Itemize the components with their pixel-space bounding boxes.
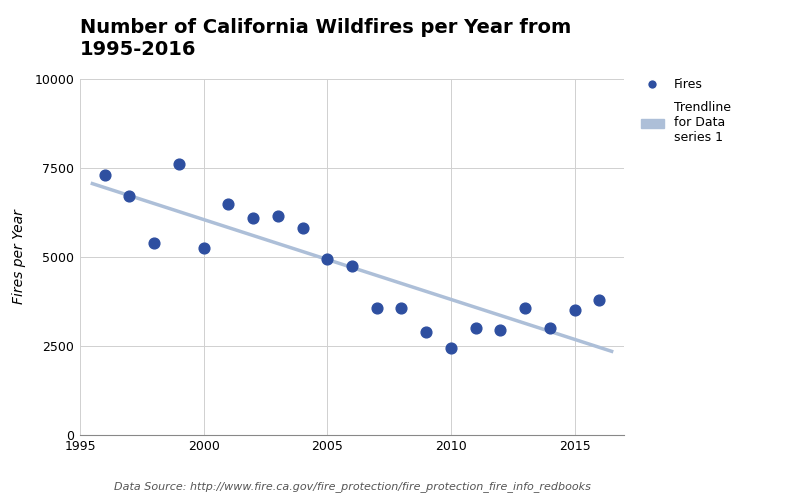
Point: [321, 255, 334, 263]
Point: [370, 304, 383, 312]
Point: [543, 324, 556, 332]
Point: [173, 161, 186, 168]
Point: [593, 295, 606, 303]
Point: [123, 193, 136, 201]
Text: Data Source: http://www.fire.ca.gov/fire_protection/fire_protection_fire_info_re: Data Source: http://www.fire.ca.gov/fire…: [114, 481, 590, 492]
Point: [222, 200, 234, 207]
Point: [568, 306, 581, 314]
Point: [98, 171, 111, 179]
Point: [518, 304, 531, 312]
Y-axis label: Fires per Year: Fires per Year: [12, 209, 26, 304]
Point: [470, 324, 482, 332]
Point: [346, 262, 358, 270]
Point: [494, 326, 506, 334]
Point: [271, 212, 284, 220]
Legend: Fires, Trendline
for Data
series 1: Fires, Trendline for Data series 1: [641, 78, 730, 144]
Point: [198, 244, 210, 252]
Point: [148, 239, 161, 247]
Text: Number of California Wildfires per Year from
1995-2016: Number of California Wildfires per Year …: [80, 18, 571, 59]
Point: [296, 224, 309, 232]
Point: [395, 304, 408, 312]
Point: [420, 328, 433, 335]
Point: [445, 344, 458, 352]
Point: [246, 214, 259, 222]
